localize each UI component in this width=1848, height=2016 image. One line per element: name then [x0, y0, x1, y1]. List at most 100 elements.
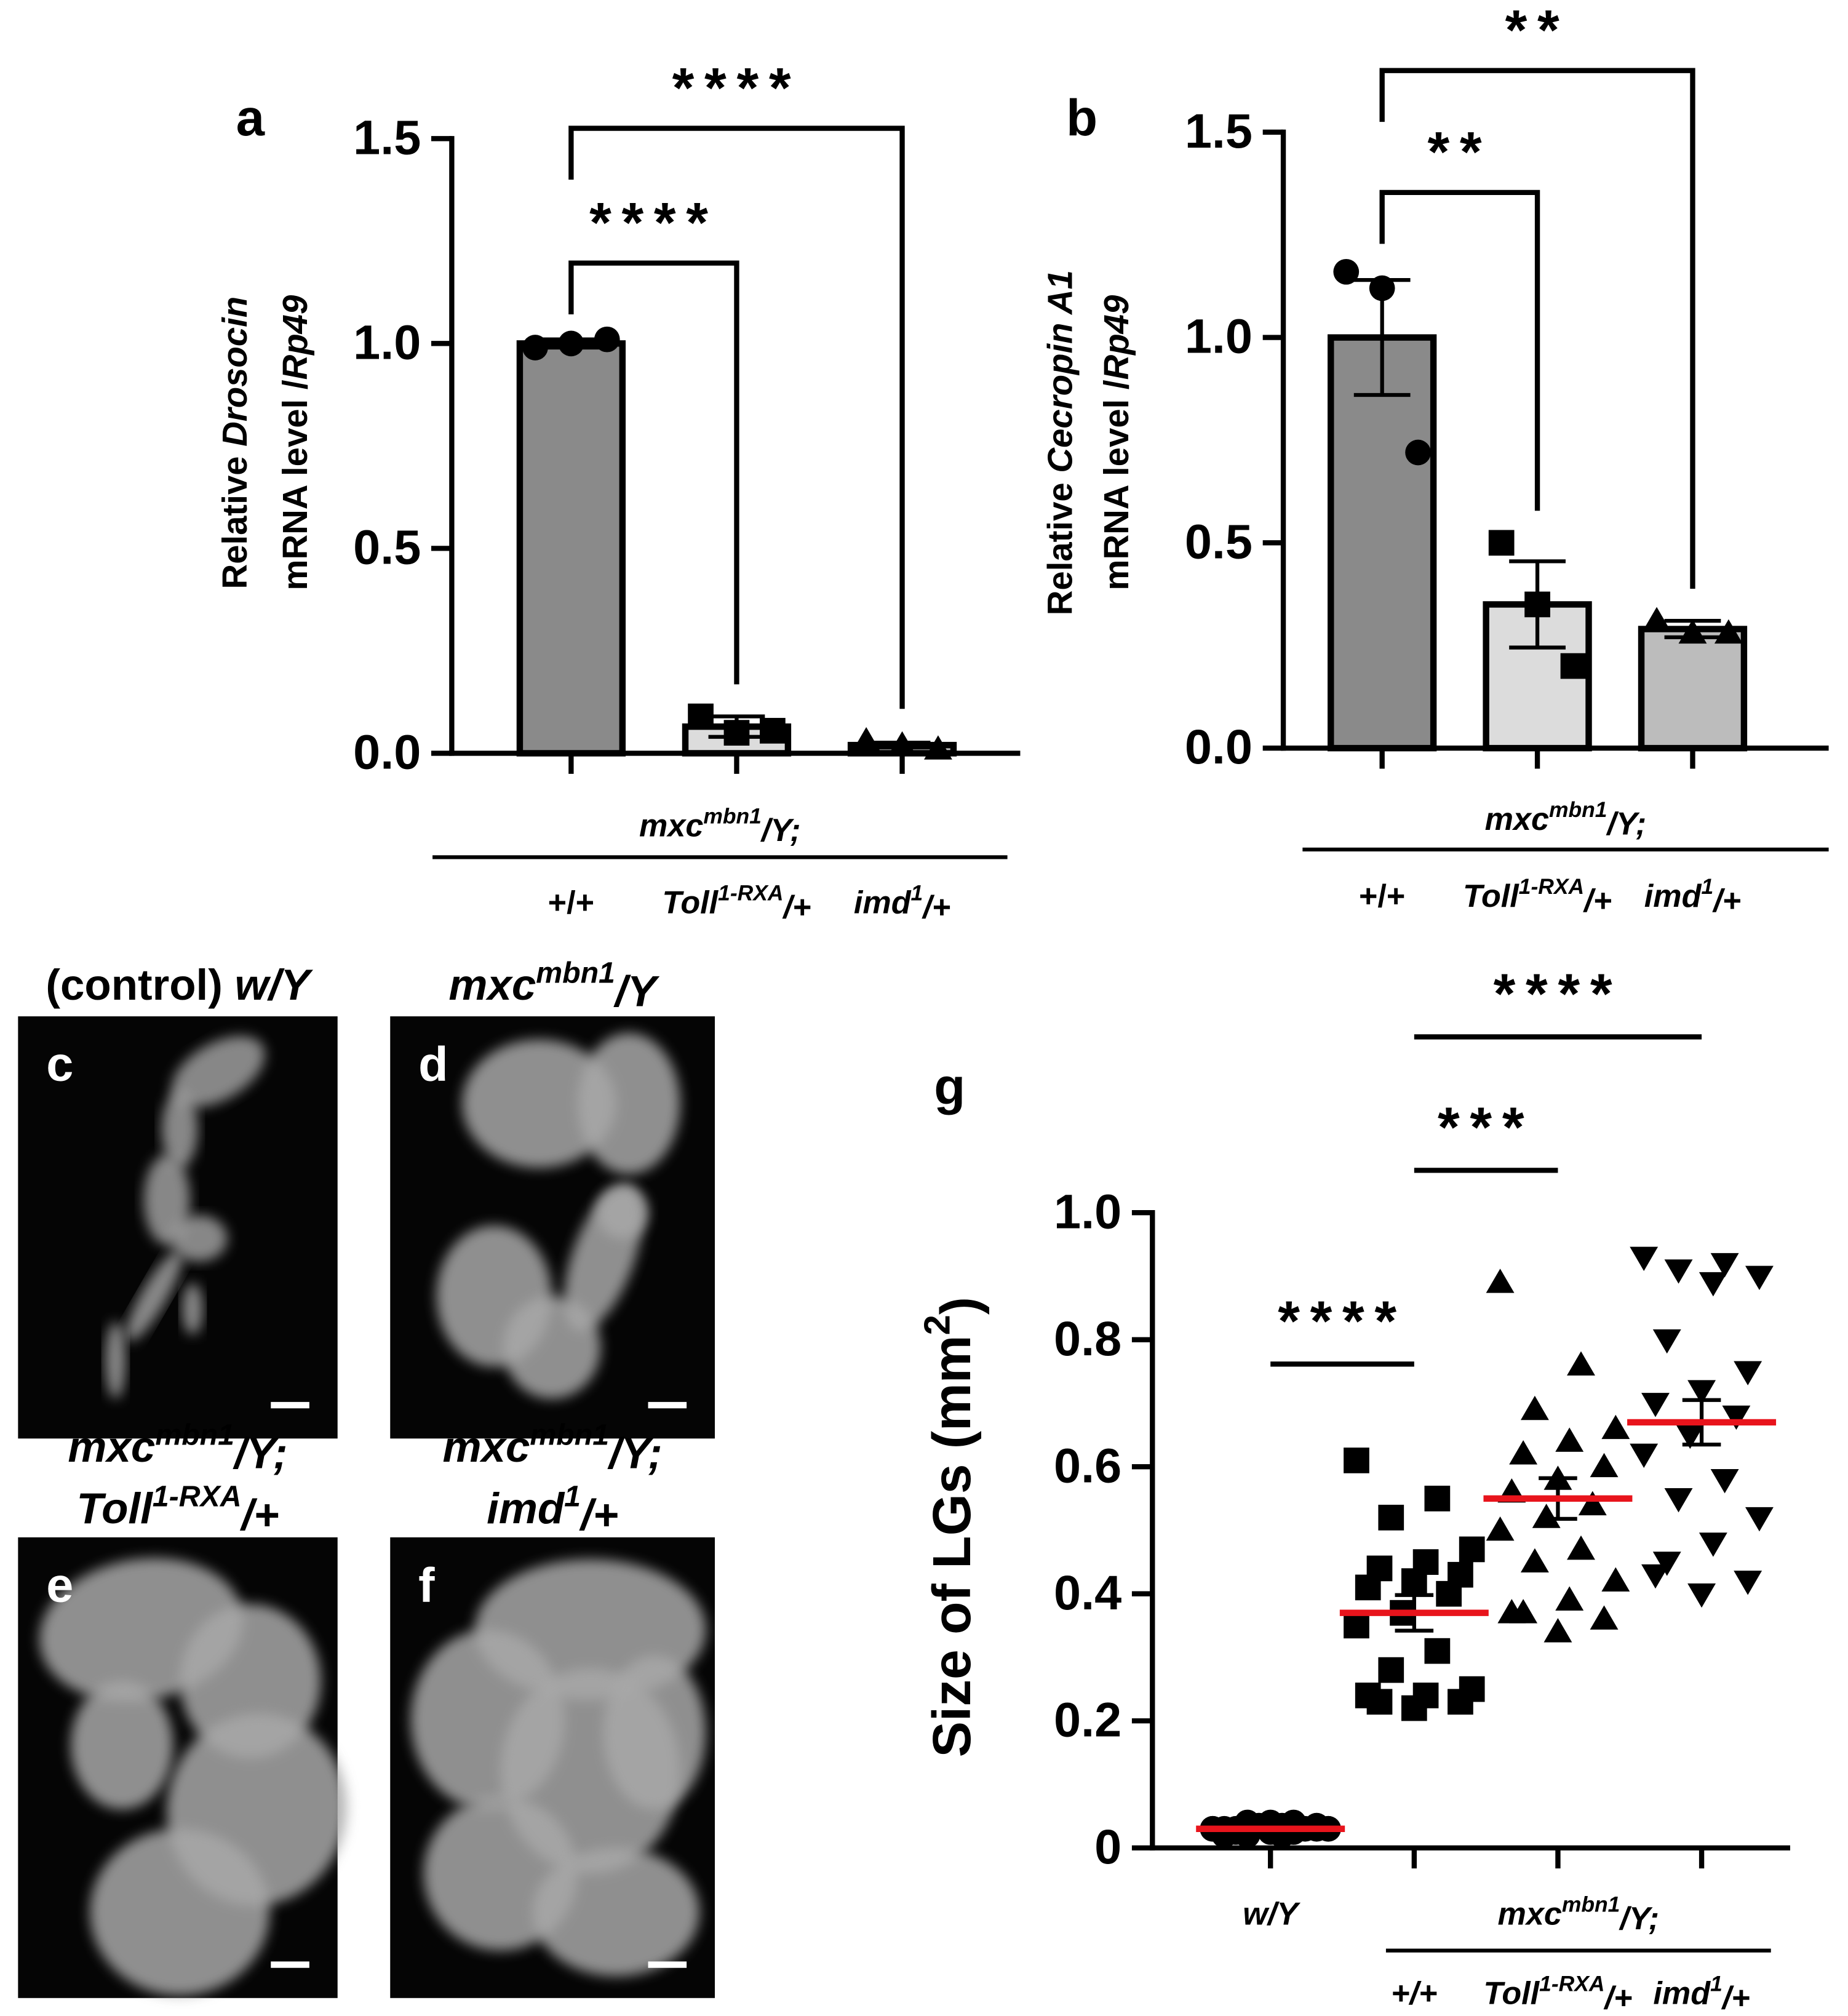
- text-part: mxc: [639, 808, 703, 843]
- y-axis-title: mRNA level /Rp49: [1097, 295, 1136, 591]
- point: [1555, 1427, 1584, 1452]
- significance-bracket: [568, 260, 739, 685]
- text-part: Rp49: [1097, 295, 1136, 380]
- text-part: Relative: [215, 447, 254, 589]
- point: [1590, 1452, 1619, 1478]
- point: [1601, 1414, 1630, 1440]
- text-part: mxc: [448, 961, 536, 1010]
- significance-bracket: [568, 126, 905, 709]
- text-part: mxc: [443, 1423, 530, 1472]
- point: [888, 731, 917, 756]
- text-part: Toll: [662, 885, 719, 920]
- panel-label: g: [934, 1058, 965, 1115]
- point: [1497, 1599, 1526, 1624]
- text-part: 1-RXA: [718, 881, 783, 906]
- text-part: (control): [46, 961, 234, 1010]
- y-tick-label: 0.0: [353, 725, 421, 779]
- text-part: imd: [487, 1484, 565, 1533]
- significance-label: ****: [589, 191, 719, 254]
- y-axis-title: Relative Cecropin A1: [1040, 270, 1079, 615]
- group-label: mxcmbn1/Y;: [639, 804, 801, 848]
- x-tick-label: imd1/+: [854, 881, 950, 925]
- significance-label: ****: [672, 57, 802, 119]
- point: [1401, 1568, 1427, 1594]
- x-tick-label: w/Y: [1243, 1896, 1300, 1932]
- significance-label: **: [1427, 121, 1492, 184]
- x-tick-label: Toll1-RXA/+: [1483, 1972, 1632, 2016]
- text-part: 1-RXA: [1519, 875, 1584, 899]
- point: [1652, 1552, 1681, 1576]
- point: [1543, 1618, 1572, 1643]
- text-part: 1: [1701, 875, 1713, 899]
- text-part: /+: [922, 890, 950, 925]
- point: [558, 330, 584, 357]
- point: [1710, 1253, 1739, 1278]
- tissue: [90, 1828, 270, 1996]
- y-tick-label: 1.0: [353, 314, 421, 369]
- x-tick-label: Toll1-RXA/+: [662, 881, 811, 925]
- text-part: 1-RXA: [153, 1480, 242, 1513]
- point: [1641, 1564, 1670, 1589]
- x-tick-label: +/+: [1391, 1975, 1437, 2011]
- y-tick-label: 0.2: [1054, 1692, 1121, 1747]
- point: [1664, 1259, 1693, 1284]
- point: [723, 720, 750, 746]
- text-part: Drosocin: [215, 297, 254, 447]
- point: [1488, 530, 1515, 556]
- text-part: +/+: [548, 885, 594, 920]
- panel-label: b: [1066, 89, 1097, 146]
- panel-title: imd1/+: [487, 1480, 618, 1539]
- point: [1567, 1535, 1595, 1560]
- text-part: /+: [240, 1491, 279, 1539]
- y-tick-label: 1.0: [1054, 1184, 1121, 1238]
- text-part: /+: [1583, 883, 1612, 918]
- y-tick-label: 0.6: [1054, 1438, 1121, 1492]
- significance-bracket: [1379, 68, 1695, 589]
- y-tick-label: 0: [1094, 1819, 1121, 1874]
- y-tick-label: 1.5: [1185, 103, 1253, 158]
- text-part: mbn1: [703, 804, 762, 829]
- text-part: Size of LGs (mm: [922, 1335, 982, 1757]
- text-part: imd: [1644, 879, 1702, 914]
- point: [1486, 1269, 1515, 1293]
- point: [1424, 1638, 1451, 1664]
- panel-label: a: [236, 89, 265, 146]
- point: [1436, 1580, 1462, 1607]
- tissue: [171, 1036, 265, 1107]
- point: [1687, 1583, 1716, 1608]
- point: [1344, 1448, 1369, 1473]
- point: [1699, 1532, 1727, 1557]
- text-part: /Y;: [233, 1429, 288, 1478]
- panel-title: Toll1-RXA/+: [76, 1480, 279, 1539]
- point: [594, 326, 620, 353]
- tissue: [105, 1321, 126, 1399]
- text-part: /+: [579, 1491, 618, 1539]
- point: [924, 735, 952, 760]
- point: [1745, 1265, 1774, 1290]
- panel-label: d: [418, 1036, 448, 1091]
- text-part: Relative: [1040, 473, 1079, 616]
- text-part: mRNA level /: [276, 380, 314, 591]
- point: [1601, 1567, 1630, 1592]
- text-part: w/Y: [1243, 1896, 1300, 1932]
- text-part: mRNA level /: [1097, 380, 1136, 591]
- text-part: +/+: [1391, 1975, 1437, 2011]
- point: [1643, 607, 1671, 632]
- text-part: 1-RXA: [1539, 1972, 1604, 1996]
- point: [1532, 1504, 1561, 1528]
- y-tick-label: 0.5: [353, 519, 421, 574]
- x-tick-label: +/+: [1359, 879, 1405, 914]
- significance-label: ****: [1278, 1290, 1407, 1353]
- point: [1641, 1393, 1670, 1417]
- point: [1687, 1380, 1716, 1404]
- y-tick-label: 0.5: [1185, 514, 1253, 568]
- text-part: mxc: [1485, 802, 1549, 837]
- significance-label: ****: [1494, 963, 1623, 1026]
- text-part: ): [930, 1297, 990, 1315]
- x-tick-label: Toll1-RXA/+: [1463, 875, 1612, 919]
- point: [1355, 1683, 1381, 1708]
- panel-title: mxcmbn1/Y;: [443, 1418, 663, 1478]
- panel-title: mxcmbn1/Y;: [68, 1418, 287, 1478]
- bar: [1638, 626, 1748, 752]
